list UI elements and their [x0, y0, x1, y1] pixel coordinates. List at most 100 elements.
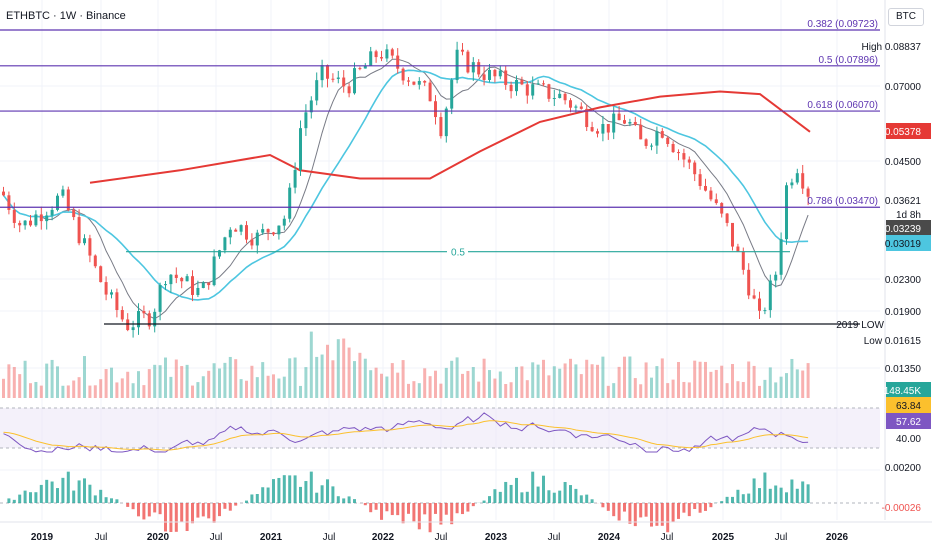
volume-bar — [747, 361, 751, 398]
volume-bar — [336, 339, 340, 398]
candle-body — [623, 120, 626, 124]
candle-body — [520, 79, 524, 85]
macd-bar — [466, 503, 470, 512]
candle-body — [682, 153, 686, 160]
macd-bar — [304, 481, 308, 503]
candle-body — [164, 284, 167, 286]
ma-short-badge-bg — [886, 220, 931, 236]
currency-button[interactable]: BTC — [888, 8, 924, 26]
volume-bar — [45, 363, 49, 398]
candle-body — [444, 108, 448, 137]
candle-body — [353, 68, 356, 94]
volume-bar — [763, 379, 767, 398]
macd-bar — [412, 503, 416, 522]
candle-body — [747, 269, 751, 296]
candle-body — [390, 49, 394, 56]
candle-body — [709, 190, 713, 200]
candle-body — [23, 220, 27, 226]
macd-bar — [390, 503, 394, 516]
volume-bar — [239, 379, 243, 398]
macd-tick: 0.00200 — [885, 463, 922, 474]
candle-body — [39, 214, 43, 222]
candle-body — [779, 239, 783, 275]
volume-badge: 148.45K — [884, 386, 922, 397]
macd-bar — [12, 499, 16, 503]
price-tick: 0.07000 — [885, 82, 922, 93]
volume-bar — [628, 356, 632, 398]
candle-body — [374, 51, 378, 58]
macd-bar — [374, 503, 378, 510]
candle-body — [180, 277, 184, 282]
volume-bar — [407, 383, 410, 398]
macd-bar — [725, 496, 729, 503]
candle-body — [795, 173, 799, 183]
candle-body — [358, 68, 362, 70]
volume-bar — [153, 364, 157, 398]
time-tick-label: 2026 — [826, 532, 849, 543]
macd-bar — [34, 492, 38, 503]
macd-bar — [558, 490, 562, 503]
macd-bar — [660, 503, 664, 526]
macd-bar — [444, 503, 448, 515]
macd-bar — [342, 498, 346, 503]
macd-bar — [66, 471, 70, 503]
volume-bar — [326, 344, 329, 398]
macd-bar — [520, 492, 524, 503]
candle-body — [255, 232, 259, 246]
macd-bar — [488, 496, 491, 503]
macd-bar — [104, 497, 108, 503]
candle-body — [579, 106, 583, 109]
candle-body — [239, 225, 243, 232]
macd-bar — [18, 494, 22, 503]
macd-bar — [39, 484, 43, 503]
candle-body — [288, 187, 292, 219]
candle-body — [574, 106, 578, 108]
candle-body — [461, 49, 464, 52]
volume-bar — [288, 358, 292, 398]
macd-bar — [45, 479, 49, 503]
candle-body — [196, 287, 200, 295]
volume-bar — [174, 359, 178, 398]
ma-mid-badge: 0.03019 — [885, 239, 922, 250]
volume-bar — [304, 367, 308, 398]
volume-bar — [601, 356, 605, 398]
candle-body — [234, 229, 238, 232]
macd-bar — [709, 503, 713, 508]
volume-bar — [790, 358, 794, 398]
volume-bar — [131, 383, 135, 398]
volume-bar — [531, 362, 535, 398]
volume-bar — [358, 352, 362, 398]
macd-bar — [147, 503, 151, 517]
candle-body — [806, 188, 810, 197]
volume-bar — [347, 347, 351, 398]
macd-bar — [245, 500, 248, 503]
macd-bar — [563, 481, 567, 503]
candle-body — [50, 209, 54, 216]
symbol-title[interactable]: ETHBTC · 1W · Binance — [6, 10, 126, 22]
macd-bar — [601, 503, 605, 508]
volume-bar — [218, 368, 221, 398]
macd-bar — [623, 503, 626, 512]
macd-bar — [61, 477, 65, 503]
candle-body — [212, 256, 216, 286]
volume-bar — [774, 382, 778, 398]
macd-bar — [536, 486, 540, 503]
macd-bar — [56, 488, 59, 503]
candle-body — [131, 327, 135, 331]
macd-bar — [191, 503, 194, 524]
candle-body — [590, 127, 594, 132]
price-tick: 0.01900 — [885, 307, 922, 318]
candle-body — [785, 185, 788, 240]
macd-bar — [671, 503, 675, 523]
volume-bar — [309, 331, 313, 398]
macd-bar — [515, 477, 518, 503]
macd-bar — [682, 503, 686, 513]
candle-body — [293, 169, 297, 188]
time-tick-label: 2025 — [712, 532, 735, 543]
candle-body — [596, 131, 599, 134]
volume-bar — [293, 357, 297, 398]
candle-body — [369, 51, 373, 66]
volume-bar — [196, 382, 200, 398]
macd-bar — [741, 494, 745, 503]
